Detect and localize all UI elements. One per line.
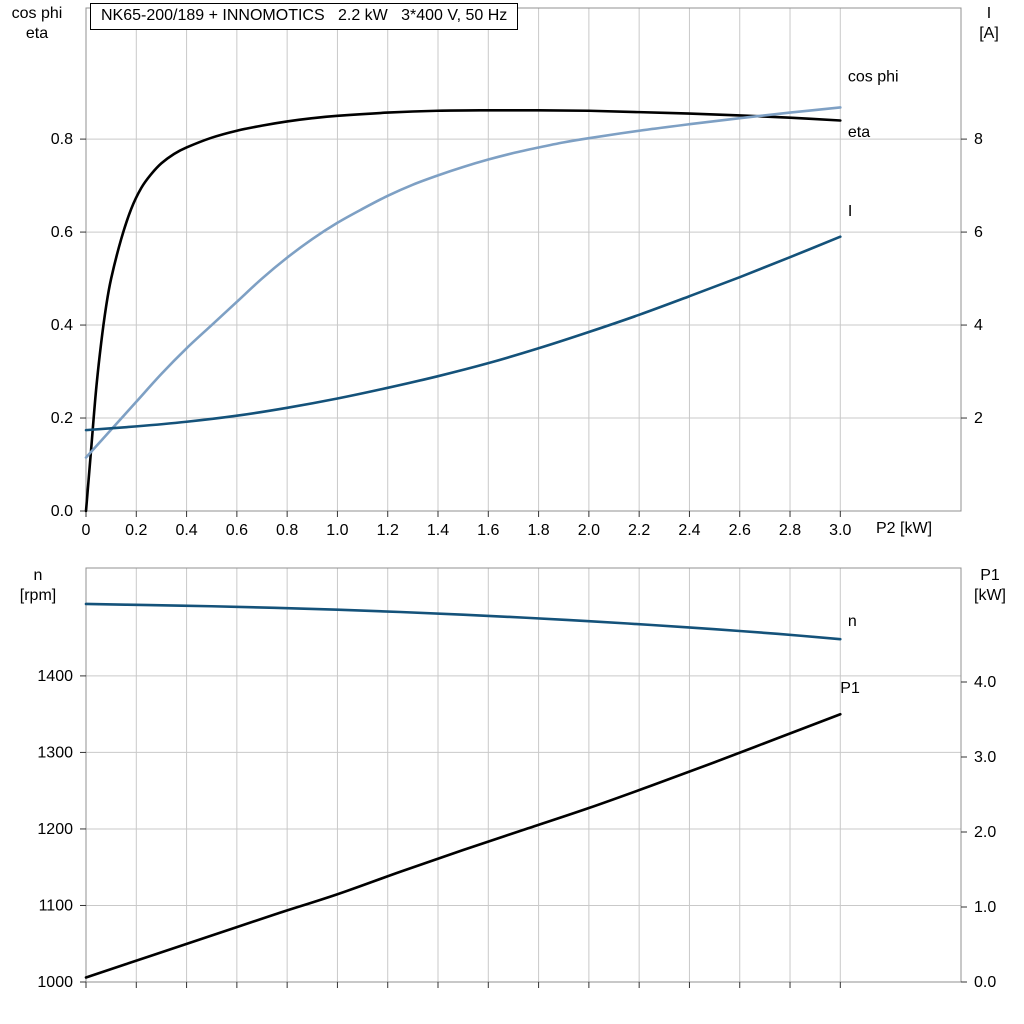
- tick-label-x: 1.6: [477, 522, 499, 539]
- tick-label-left: 1200: [37, 821, 73, 838]
- curve-I: [84, 235, 842, 432]
- tick-label-right: 3.0: [974, 749, 996, 766]
- curve-eta: [84, 108, 842, 513]
- curve-cos-phi: [84, 106, 842, 459]
- bottom-left-axis-label: n [rpm]: [2, 566, 74, 606]
- x-axis-label: P2 [kW]: [876, 520, 933, 537]
- tick-label-left: 1300: [37, 744, 73, 761]
- bottom-right-axis-label: P1 [kW]: [958, 566, 1022, 606]
- tick-label-left: 0.6: [51, 224, 73, 241]
- tick-label-x: 2.6: [729, 522, 751, 539]
- tick-label-left: 0.2: [51, 410, 73, 427]
- axis-label-current-unit: [A]: [979, 25, 999, 42]
- plot-frame: [85, 567, 962, 983]
- plot-frame: [85, 7, 962, 512]
- tick-label-right: 4: [974, 317, 983, 334]
- tick-label-x: 2.2: [628, 522, 650, 539]
- axis-label-current: I: [986, 5, 992, 22]
- axis-label-cos-phi: cos phi: [11, 5, 63, 22]
- tick-label-right: 1.0: [974, 899, 996, 916]
- tick-label-left: 1100: [39, 897, 74, 914]
- curve-label-I: I: [848, 203, 852, 220]
- tick-label-x: 2.0: [578, 522, 600, 539]
- curve-label-eta: eta: [848, 124, 870, 141]
- tick-label-x: 1.8: [527, 522, 549, 539]
- curve-label-n: n: [848, 613, 857, 630]
- tick-label-left: 1400: [37, 668, 73, 685]
- axis-label-p1-unit: [kW]: [974, 587, 1006, 604]
- tick-label-right: 6: [974, 224, 983, 241]
- axis-label-speed-unit: [rpm]: [19, 587, 57, 604]
- top_chart: 0.0 0.2 0.4 0.6 0.8 2 4 6 8 0 0.2 0.4 0.6 0.8 1.0 1.2 1.…: [51, 7, 983, 539]
- tick-label-x: 2.4: [678, 522, 700, 539]
- tick-label-x: 0.8: [276, 522, 298, 539]
- tick-label-right: 2: [974, 410, 983, 427]
- tick-label-x: 0.2: [125, 522, 147, 539]
- tick-label-right: 4.0: [974, 674, 996, 691]
- tick-label-x: 3.0: [829, 522, 851, 539]
- tick-label-x: 1.0: [326, 522, 348, 539]
- tick-label-x: 2.8: [779, 522, 801, 539]
- tick-label-left: 0.0: [51, 503, 73, 520]
- bottom_chart: 1000 1100 1200 1300 1400 0.0 1.0 2.0 3.0 4.0 n P1: [37, 567, 996, 991]
- axis-label-speed: n: [33, 567, 43, 584]
- tick-label-left: 0.4: [51, 317, 73, 334]
- tick-label-x: 0: [82, 522, 91, 539]
- curve-n: [84, 602, 842, 641]
- curve-label-P1: P1: [840, 680, 860, 697]
- tick-label-x: 1.4: [427, 522, 449, 539]
- tick-label-left: 0.8: [51, 131, 73, 148]
- tick-label-right: 0.0: [974, 974, 996, 991]
- top-right-axis-label: I [A]: [960, 4, 1018, 44]
- tick-label-left: 1000: [37, 974, 73, 991]
- axis-label-eta: eta: [25, 25, 49, 42]
- tick-label-right: 8: [974, 131, 983, 148]
- tick-label-right: 2.0: [974, 824, 996, 841]
- top-left-axis-label: cos phi eta: [4, 4, 70, 44]
- curve-P1: [84, 712, 842, 979]
- tick-label-x: 0.4: [175, 522, 197, 539]
- curve-label-cos-phi: cos phi: [848, 68, 899, 85]
- tick-label-x: 1.2: [377, 522, 399, 539]
- tick-label-x: 0.6: [226, 522, 248, 539]
- axis-label-p1: P1: [980, 567, 1000, 584]
- chart-title: NK65-200/189 + INNOMOTICS 2.2 kW 3*400 V…: [90, 3, 519, 30]
